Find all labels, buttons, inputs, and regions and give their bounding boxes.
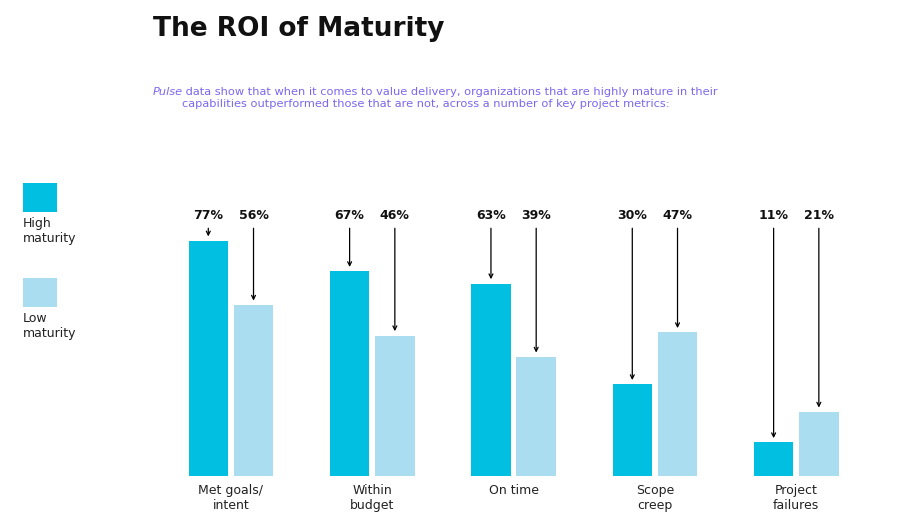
Text: 47%: 47% bbox=[662, 209, 693, 222]
Bar bbox=[375, 335, 414, 476]
Text: Pulse: Pulse bbox=[153, 87, 183, 97]
Text: High
maturity: High maturity bbox=[23, 217, 76, 245]
Text: 30%: 30% bbox=[617, 209, 647, 222]
Text: 77%: 77% bbox=[194, 209, 223, 222]
Bar bbox=[330, 271, 369, 476]
Text: 11%: 11% bbox=[759, 209, 788, 222]
Text: data show that when it comes to value delivery, organizations that are highly ma: data show that when it comes to value de… bbox=[182, 87, 717, 109]
Text: 39%: 39% bbox=[522, 209, 551, 222]
Text: 21%: 21% bbox=[804, 209, 833, 222]
Bar bbox=[754, 442, 794, 476]
Text: 46%: 46% bbox=[380, 209, 410, 222]
Bar bbox=[799, 412, 839, 476]
Bar bbox=[188, 241, 228, 476]
Text: 56%: 56% bbox=[239, 209, 268, 222]
Text: The ROI of Maturity: The ROI of Maturity bbox=[153, 16, 445, 42]
Bar bbox=[471, 284, 511, 476]
Bar bbox=[233, 305, 273, 476]
Text: 67%: 67% bbox=[334, 209, 365, 222]
Text: 63%: 63% bbox=[476, 209, 505, 222]
Bar bbox=[658, 332, 697, 476]
Bar bbox=[613, 385, 652, 476]
Bar bbox=[516, 357, 556, 476]
Text: Low
maturity: Low maturity bbox=[23, 312, 76, 340]
